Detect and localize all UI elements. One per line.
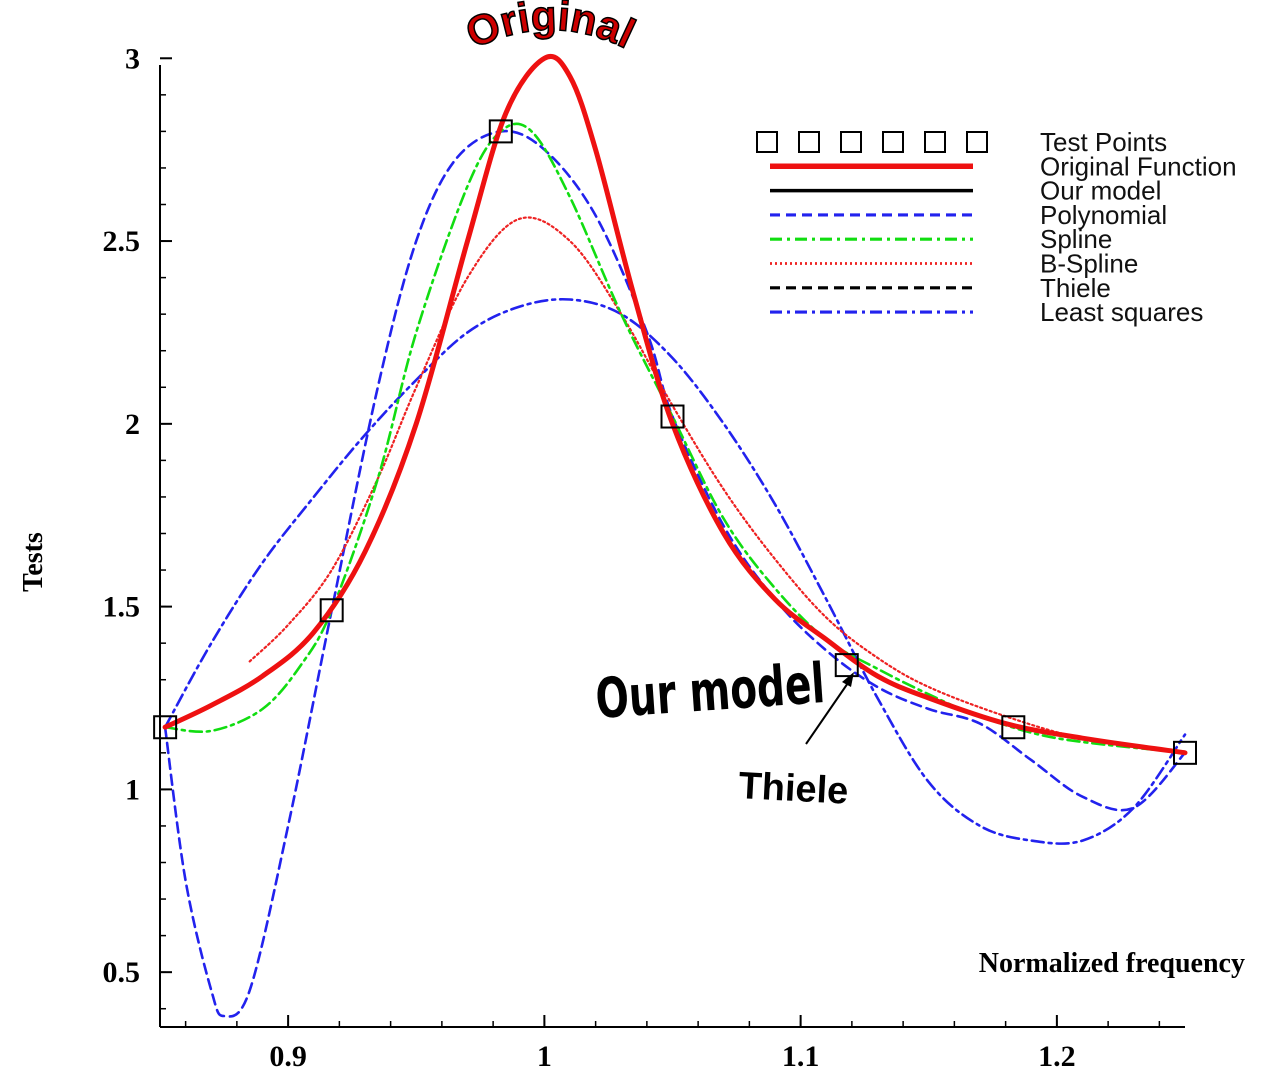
annotation-original: Original [459,0,642,57]
y-tick-label: 1 [125,773,140,806]
series-polynomial [163,129,1187,1018]
test-point-marker [153,715,178,740]
x-tick-label: 1.1 [782,1040,820,1073]
test-point-marker [488,119,513,144]
curves [162,53,1188,1018]
legend-label-our-model: Our model [1040,176,1161,206]
y-axis-title: Tests [18,532,49,592]
legend-label-thiele: Thiele [1040,273,1111,303]
annotation-arrow [805,672,854,745]
y-tick-label: 2.5 [103,225,141,258]
y-tick-label: 3 [125,42,140,75]
annotation-our-model: Our model [594,652,827,731]
x-tick-label: 1 [537,1040,552,1073]
series-b-spline [248,216,1187,754]
test-point-marker [319,598,344,623]
legend-marker [966,131,988,153]
x-tick-label: 1.2 [1038,1040,1076,1073]
test-point-marker [834,653,859,678]
legend-marker [840,131,862,153]
y-tick-label: 1.5 [103,591,141,624]
series-least-squares [163,297,1187,845]
test-point-marker [1001,715,1026,740]
axes: 0.9 1 1.1 1.2 0.5 1 1.5 2 2.5 3 [103,42,1185,1073]
x-axis-title: Normalized frequency [979,948,1245,979]
y-tick-label: 2 [125,408,140,441]
legend-label-polynomial: Polynomial [1040,200,1167,230]
legend-marker [798,131,820,153]
x-tick-label: 0.9 [269,1040,307,1073]
legend-label-least-squares: Least squares [1040,297,1203,327]
legend-label-b-spline: B-Spline [1040,249,1138,279]
legend-label-original-function: Original Function [1040,151,1237,181]
legend-marker [756,131,778,153]
legend-label-spline: Spline [1040,224,1112,254]
test-point-markers [153,119,1197,765]
legend-marker [924,131,946,153]
test-point-marker [1173,740,1197,765]
legend-label-test-points: Test Points [1040,127,1167,157]
series-original-function [162,53,1188,756]
annotation-thiele: Thiele [738,765,850,813]
legend-marker [882,131,904,153]
y-tick-label: 0.5 [103,956,141,989]
test-point-marker [660,404,685,429]
series-spline [163,122,1187,755]
